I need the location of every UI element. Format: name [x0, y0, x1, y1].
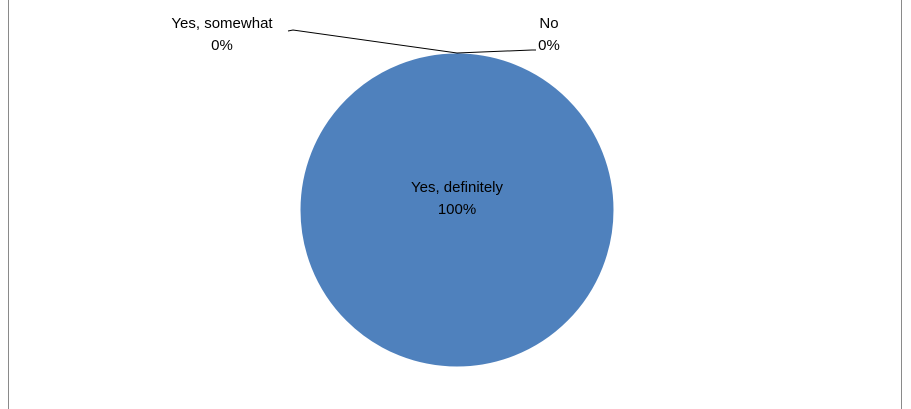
data-label-no-name: No [539, 15, 558, 32]
data-label-yes-somewhat-name: Yes, somewhat [171, 15, 273, 32]
data-label-yes-definitely-name: Yes, definitely [411, 179, 504, 196]
leader-line-yes-somewhat [287, 29, 458, 54]
data-label-yes-somewhat-percent: 0% [211, 37, 233, 54]
chart-area [8, 0, 902, 409]
leader-line-no [456, 49, 536, 54]
data-label-yes-definitely-percent: 100% [438, 201, 476, 218]
data-label-no-percent: 0% [538, 37, 560, 54]
